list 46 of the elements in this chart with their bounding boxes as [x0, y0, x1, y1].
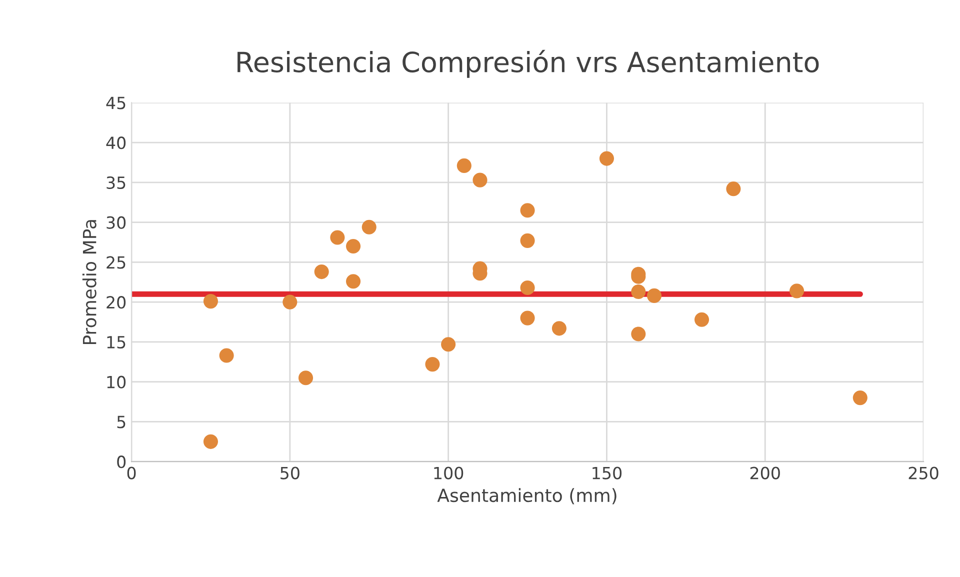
- point: [599, 151, 614, 166]
- chart-title: Resistencia Compresión vrs Asentamiento: [238, 50, 819, 78]
- point: [790, 284, 804, 298]
- point: [631, 326, 646, 342]
- point: [726, 182, 741, 196]
- x-tick-label: 0: [127, 466, 136, 480]
- y-axis-title: Promedio MPa: [82, 220, 96, 344]
- point: [472, 172, 488, 188]
- point: [203, 294, 218, 309]
- y-tick-label: 45: [106, 96, 126, 110]
- x-tick-label: 200: [750, 466, 780, 480]
- point: [330, 230, 345, 245]
- point: [203, 434, 218, 449]
- y-tick-label: 30: [106, 216, 126, 229]
- point: [314, 264, 329, 280]
- y-tick-label: 10: [107, 376, 126, 388]
- point: [646, 288, 662, 303]
- y-tick-label: 15: [107, 336, 126, 349]
- point: [852, 390, 868, 406]
- point: [282, 294, 298, 310]
- point: [520, 280, 535, 296]
- point: [456, 158, 472, 173]
- x-tick-label: 100: [434, 466, 464, 480]
- point: [441, 337, 456, 352]
- point: [362, 220, 376, 234]
- point: [520, 233, 535, 248]
- point: [552, 321, 566, 336]
- x-tick-label: 250: [908, 466, 938, 480]
- x-tick-label: 50: [280, 466, 300, 480]
- x-tick-label: 150: [592, 466, 622, 480]
- point: [631, 284, 646, 300]
- point: [298, 370, 314, 386]
- x-axis-title: Asentamiento (mm): [437, 488, 616, 504]
- point: [520, 310, 535, 326]
- point: [219, 348, 234, 363]
- y-tick-label: 5: [117, 416, 126, 428]
- y-tick-label: 25: [106, 256, 126, 269]
- point: [346, 238, 361, 254]
- y-tick-label: 40: [106, 136, 126, 150]
- y-tick-label: 35: [106, 176, 126, 190]
- y-tick-label: 0: [117, 456, 126, 468]
- point: [425, 357, 440, 372]
- point: [520, 203, 535, 218]
- point: [694, 312, 710, 327]
- point: [346, 274, 361, 289]
- y-tick-label: 20: [106, 296, 126, 309]
